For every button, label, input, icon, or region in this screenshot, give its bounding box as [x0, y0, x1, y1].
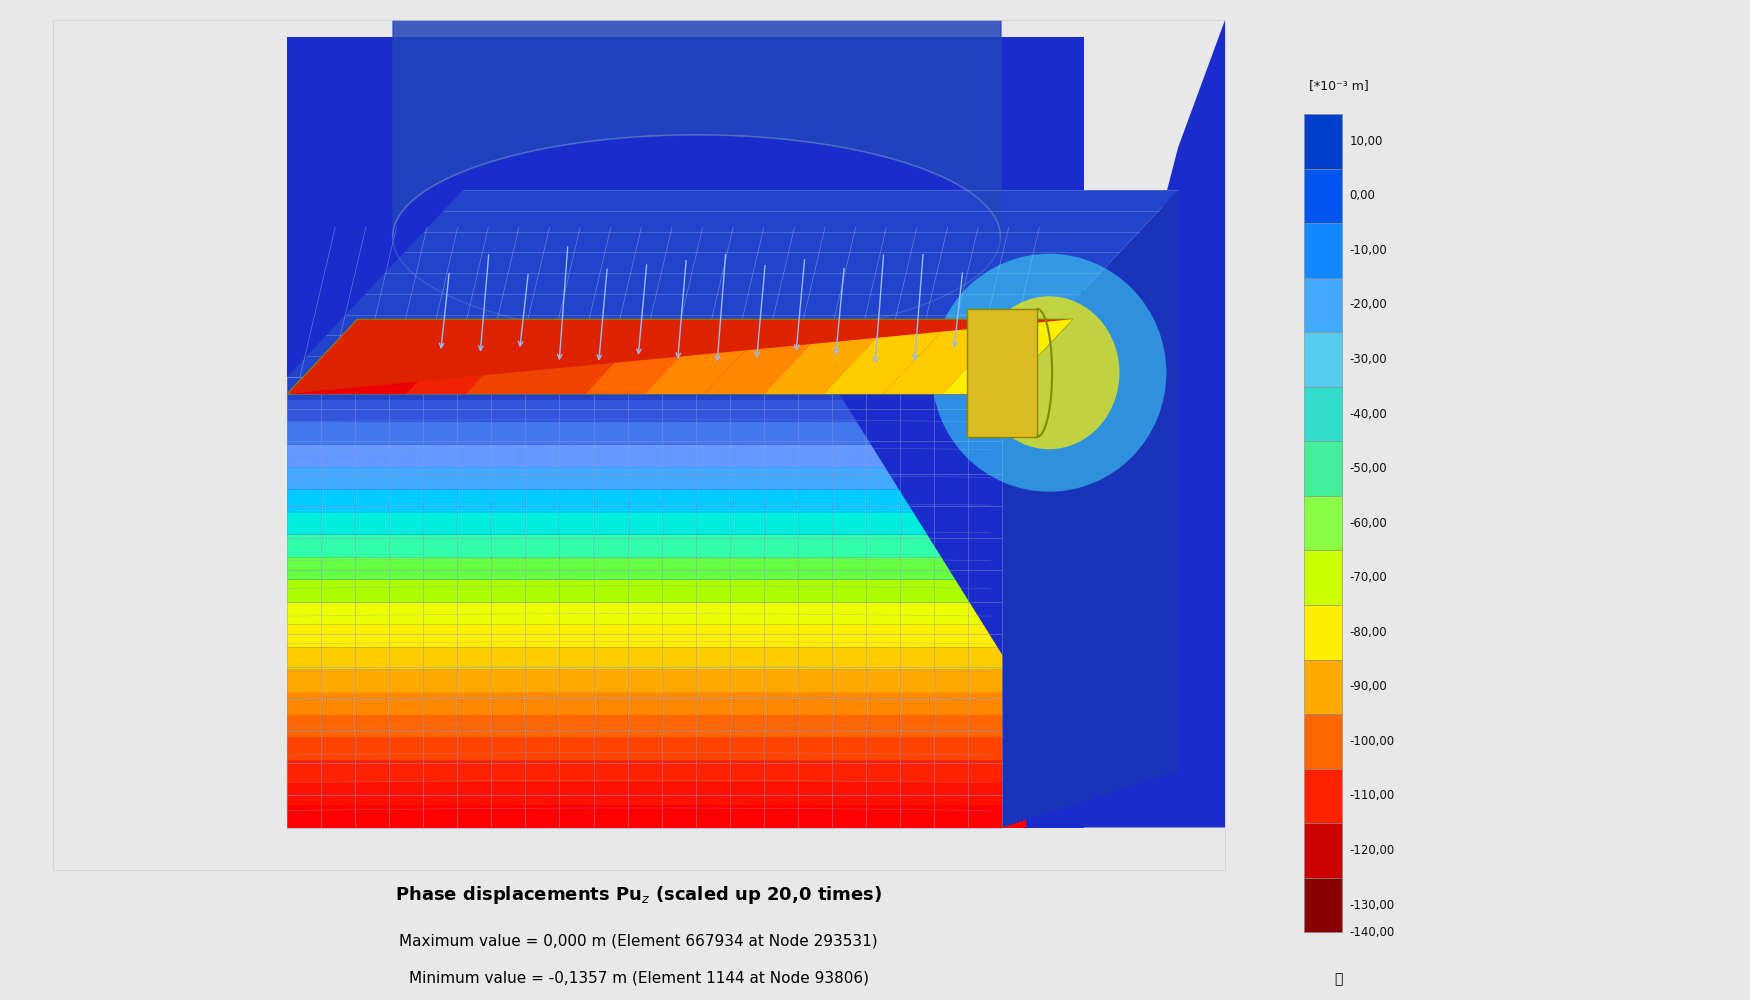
Polygon shape [287, 715, 1026, 737]
Bar [1304, 660, 1342, 714]
Text: -70,00: -70,00 [1349, 571, 1388, 584]
Text: -100,00: -100,00 [1349, 735, 1395, 748]
Polygon shape [704, 344, 810, 394]
Bar [1304, 332, 1342, 387]
Bar [1304, 278, 1342, 332]
Bar [1304, 878, 1342, 932]
Text: Minimum value = -0,1357 m (Element 1144 at Node 93806): Minimum value = -0,1357 m (Element 1144 … [410, 970, 868, 985]
Text: -40,00: -40,00 [1349, 408, 1388, 421]
Polygon shape [346, 382, 418, 394]
Polygon shape [287, 692, 1026, 715]
Polygon shape [584, 357, 679, 394]
Bar [1304, 169, 1342, 223]
Polygon shape [287, 782, 1026, 805]
Text: [*10⁻³ m]: [*10⁻³ m] [1309, 79, 1368, 92]
Text: -140,00: -140,00 [1349, 926, 1395, 939]
Polygon shape [287, 388, 352, 394]
Ellipse shape [933, 254, 1167, 492]
Bar [1304, 714, 1342, 769]
Text: -60,00: -60,00 [1349, 517, 1388, 530]
Text: -80,00: -80,00 [1349, 626, 1388, 639]
Polygon shape [287, 37, 1085, 828]
Text: -30,00: -30,00 [1349, 353, 1388, 366]
Bar [1304, 605, 1342, 660]
Polygon shape [287, 557, 956, 580]
Text: -130,00: -130,00 [1349, 899, 1395, 912]
Polygon shape [287, 737, 1026, 760]
Text: -20,00: -20,00 [1349, 298, 1388, 311]
Text: Maximum value = 0,000 m (Element 667934 at Node 293531): Maximum value = 0,000 m (Element 667934 … [399, 934, 878, 949]
Polygon shape [287, 771, 1178, 828]
Text: -110,00: -110,00 [1349, 790, 1395, 802]
Text: 🔒: 🔒 [1335, 972, 1342, 986]
Polygon shape [287, 400, 857, 422]
Text: -50,00: -50,00 [1349, 462, 1388, 475]
Ellipse shape [978, 296, 1120, 449]
Polygon shape [287, 190, 1178, 377]
Polygon shape [525, 363, 614, 394]
Polygon shape [287, 422, 871, 445]
Polygon shape [824, 332, 942, 394]
Text: -120,00: -120,00 [1349, 844, 1395, 857]
Polygon shape [287, 445, 886, 467]
Polygon shape [644, 350, 746, 394]
Polygon shape [287, 670, 1026, 692]
Polygon shape [466, 369, 550, 394]
Bar [1304, 114, 1342, 169]
Text: -10,00: -10,00 [1349, 244, 1388, 257]
Polygon shape [1003, 190, 1178, 828]
Polygon shape [287, 512, 928, 535]
Polygon shape [287, 805, 1026, 828]
Polygon shape [406, 375, 483, 394]
Text: 10,00: 10,00 [1349, 135, 1382, 148]
Polygon shape [884, 325, 1006, 394]
Bar [1304, 387, 1342, 441]
Polygon shape [287, 535, 942, 557]
Text: -90,00: -90,00 [1349, 680, 1388, 693]
Bar [1304, 496, 1342, 550]
Polygon shape [287, 580, 970, 602]
Polygon shape [943, 319, 1073, 394]
Bar [1304, 823, 1342, 878]
Bar [1304, 769, 1342, 823]
Polygon shape [1003, 20, 1225, 828]
Text: 0,00: 0,00 [1349, 189, 1376, 202]
Polygon shape [287, 602, 984, 625]
Polygon shape [52, 20, 1225, 870]
Polygon shape [287, 467, 900, 490]
Text: Phase displacements Pu$_z$ (scaled up 20,0 times): Phase displacements Pu$_z$ (scaled up 20… [396, 884, 882, 906]
Polygon shape [287, 625, 997, 647]
Polygon shape [287, 377, 843, 400]
Polygon shape [287, 760, 1026, 782]
Bar [1304, 441, 1342, 496]
Polygon shape [763, 338, 877, 394]
Polygon shape [287, 490, 914, 512]
Bar [1304, 550, 1342, 605]
Polygon shape [287, 319, 1073, 394]
Bar [1304, 223, 1342, 278]
Polygon shape [968, 309, 1038, 436]
Polygon shape [287, 647, 1011, 670]
